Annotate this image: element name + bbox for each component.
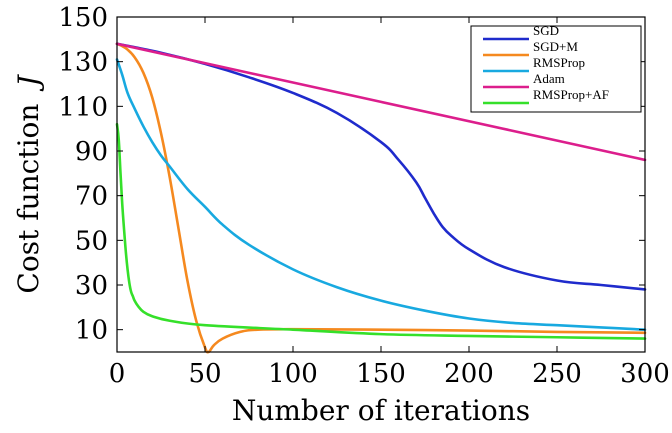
y-tick-label-7: 150 <box>58 3 108 33</box>
y-tick-label-5: 110 <box>58 92 108 122</box>
legend-label-0: SGD <box>533 23 559 38</box>
y-tick-label-6: 130 <box>58 48 108 78</box>
series-line-0 <box>115 42 647 291</box>
y-tick-label-4: 90 <box>75 137 108 167</box>
x-tick-label-5: 250 <box>532 359 582 389</box>
y-axis-label-text: Cost function <box>12 104 45 294</box>
legend-label-2: RMSProp <box>533 55 585 70</box>
legend-label-4: RMSProp+AF <box>533 87 609 102</box>
y-tick-label-3: 70 <box>75 182 108 212</box>
x-axis-label: Number of iterations <box>232 394 530 427</box>
y-tick-label-2: 50 <box>75 226 108 256</box>
series-line-4 <box>115 122 647 340</box>
series-layer <box>115 42 647 354</box>
y-axis-label-symbol: J <box>12 74 45 92</box>
x-tick-label-2: 100 <box>268 359 318 389</box>
x-tick-label-1: 50 <box>188 359 221 389</box>
x-tick-label-0: 0 <box>109 359 126 389</box>
y-axis-label: Cost function J <box>12 74 45 294</box>
y-tick-label-1: 30 <box>75 271 108 301</box>
legend-label-1: SGD+M <box>533 39 578 54</box>
legend-label-3: Adam <box>533 71 565 86</box>
series-line-3 <box>115 42 647 162</box>
x-tick-label-4: 200 <box>444 359 494 389</box>
x-tick-label-3: 150 <box>356 359 406 389</box>
y-tick-label-0: 10 <box>75 316 108 346</box>
series-line-2 <box>115 58 647 331</box>
ticks-layer: 0 50 100 150 200 250 300 10 30 50 70 90 110 130 150 <box>58 3 669 389</box>
x-tick-label-6: 300 <box>620 359 670 389</box>
legend-box <box>470 25 642 113</box>
